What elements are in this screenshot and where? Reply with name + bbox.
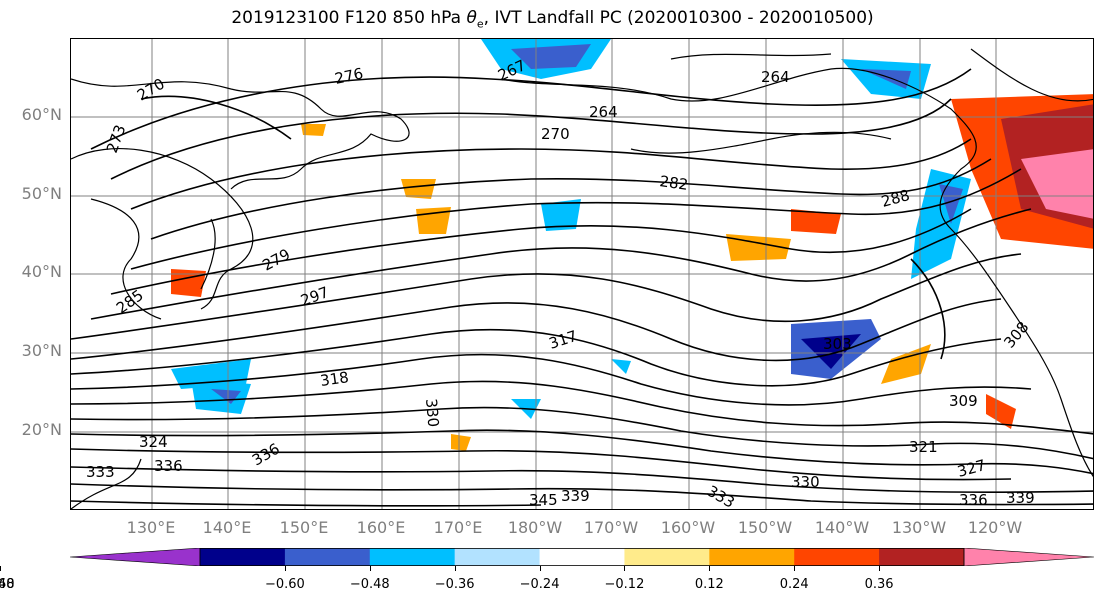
colorbar-outline	[199, 548, 965, 566]
lon-label: 120°W	[967, 518, 1023, 537]
colorbar-tick-label: 0.24	[779, 577, 809, 592]
colorbar-tick-label: −0.12	[604, 577, 645, 592]
lat-label: 20°N	[21, 420, 62, 439]
contour-label: 333	[86, 463, 115, 481]
contour-label: 345	[529, 491, 558, 509]
map-canvas: 276 270 273 264 267 264 270 282 288 279 …	[71, 39, 1093, 510]
contour-label: 324	[139, 433, 168, 451]
colorbar-bin	[709, 548, 795, 566]
contour-label: 285	[113, 286, 147, 317]
lon-label: 160°W	[660, 518, 716, 537]
contour-label: 330	[791, 473, 820, 491]
lon-label: 170°E	[433, 518, 483, 537]
contour-label: 297	[298, 283, 331, 310]
colorbar-tick-label: −0.48	[349, 577, 390, 592]
contour-label: 309	[949, 392, 978, 410]
colorbar-tick-label: −0.24	[519, 577, 560, 592]
contour-label: 321	[909, 438, 938, 456]
lon-label: 180°W	[507, 518, 563, 537]
map-panel: 276 270 273 264 267 264 270 282 288 279 …	[70, 38, 1094, 510]
colorbar-tick-mark	[284, 566, 286, 571]
contour-label: 317	[547, 327, 580, 353]
lon-label: 150°W	[737, 518, 793, 537]
lon-label: 130°E	[126, 518, 176, 537]
colorbar-extend-low	[70, 548, 201, 566]
contour-label: 333	[704, 482, 738, 510]
lat-label: 60°N	[21, 105, 62, 124]
colorbar-tick-label: −0.60	[264, 577, 305, 592]
lon-label: 160°E	[356, 518, 406, 537]
colorbar-tick-mark	[879, 566, 881, 571]
lon-label: 150°E	[279, 518, 329, 537]
colorbar	[70, 548, 1094, 566]
contour-label: 336	[249, 440, 283, 470]
contour-label: 264	[589, 103, 618, 121]
contour-label: 279	[259, 245, 293, 274]
contour-label: 273	[103, 122, 130, 155]
colorbar-tick-mark	[794, 566, 796, 571]
colorbar-bins	[70, 548, 1094, 566]
lon-label: 140°E	[202, 518, 252, 537]
lat-label: 50°N	[21, 184, 62, 203]
title-suffix: , IVT Landfall PC (2020010300 - 20200105…	[483, 8, 874, 28]
colorbar-tick-label: −0.36	[434, 577, 475, 592]
lon-label: 140°W	[814, 518, 870, 537]
colorbar-extend-high	[963, 548, 1094, 566]
colorbar-bin	[539, 548, 625, 566]
colorbar-bin	[794, 548, 880, 566]
lon-label: 130°W	[891, 518, 947, 537]
lon-label: 170°W	[583, 518, 639, 537]
title-prefix: 2019123100 F120 850 hPa	[231, 8, 467, 28]
colorbar-tick-label: 0.36	[864, 577, 894, 592]
contour-label: 339	[1006, 489, 1035, 507]
lat-label: 40°N	[21, 262, 62, 281]
colorbar-tick-label: 0.48	[0, 577, 15, 592]
contour-label: 336	[959, 491, 988, 509]
colorbar-tick-mark	[369, 566, 371, 571]
contour-label: 276	[333, 64, 365, 88]
coastlines	[71, 48, 1093, 509]
title-theta-sub: e	[476, 17, 484, 31]
colorbar-tick-mark	[709, 566, 711, 571]
contour-label: 282	[658, 172, 689, 194]
contour-label: 327	[955, 456, 987, 481]
contour-label: 303	[823, 335, 852, 353]
contour-label: 318	[319, 368, 350, 390]
colorbar-bin	[284, 548, 371, 566]
contour-label: 270	[134, 75, 168, 105]
contour-label: 270	[541, 125, 570, 143]
colorbar-tick-mark	[539, 566, 541, 571]
map-title: 2019123100 F120 850 hPa θe, IVT Landfall…	[0, 8, 1105, 30]
colorbar-tick-mark	[0, 566, 1, 571]
contour-label: 308	[1000, 318, 1032, 352]
colorbar-tick-mark	[624, 566, 626, 571]
colorbar-tick-mark	[454, 566, 456, 571]
title-theta: θ	[466, 8, 477, 28]
colorbar-tick-label: 0.12	[694, 577, 724, 592]
colorbar-bin	[879, 548, 965, 566]
lat-label: 30°N	[21, 341, 62, 360]
colorbar-bin	[200, 548, 286, 566]
contour-label: 264	[761, 68, 790, 86]
colorbar-tick-label: 0.60	[0, 577, 15, 592]
colorbar-bin	[624, 548, 710, 566]
contour-label: 339	[561, 487, 590, 505]
theta-e-contours	[71, 68, 1093, 507]
colorbar-bin	[369, 548, 456, 566]
contour-label: 336	[154, 457, 183, 475]
anomaly-shading	[171, 39, 1093, 451]
contour-label: 330	[422, 398, 442, 428]
colorbar-bin	[454, 548, 541, 566]
contour-label: 288	[879, 186, 911, 211]
